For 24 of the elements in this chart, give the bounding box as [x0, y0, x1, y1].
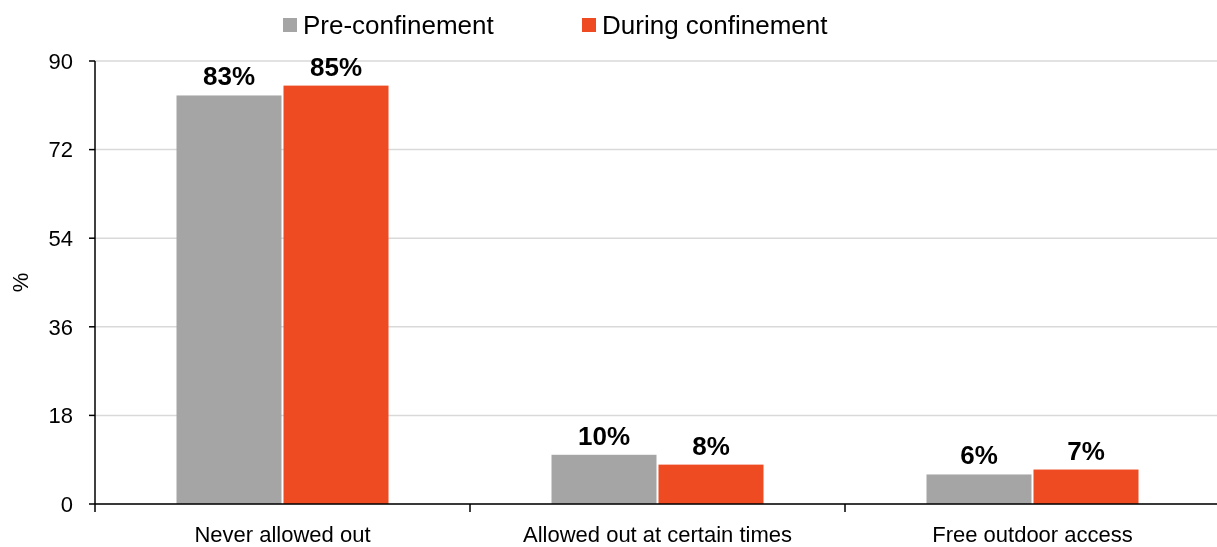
legend-label: During confinement	[602, 10, 829, 41]
x-tick-label: Never allowed out	[194, 522, 371, 547]
y-tick-label: 72	[48, 137, 73, 163]
legend-label: Pre-confinement	[303, 10, 495, 41]
data-label: 7%	[1067, 435, 1105, 466]
data-label: 6%	[960, 440, 998, 471]
bar	[176, 95, 282, 504]
bar	[283, 85, 389, 504]
data-label: 85%	[309, 51, 363, 82]
bar	[926, 474, 1032, 504]
y-axis-title: %	[8, 272, 33, 293]
y-tick-label: 0	[60, 491, 73, 517]
data-label: 83%	[202, 61, 256, 92]
y-tick-label: 90	[48, 48, 73, 74]
y-tick-label: 18	[48, 403, 73, 429]
bar	[1033, 469, 1139, 504]
data-label: 10%	[577, 420, 631, 451]
data-label: 8%	[692, 430, 730, 461]
y-tick-label: 36	[48, 314, 73, 340]
x-tick-label: Allowed out at certain times	[522, 522, 793, 547]
bar	[658, 464, 764, 504]
y-tick-label: 54	[48, 225, 73, 251]
bar	[551, 454, 657, 504]
x-tick-label: Free outdoor access	[932, 522, 1133, 547]
